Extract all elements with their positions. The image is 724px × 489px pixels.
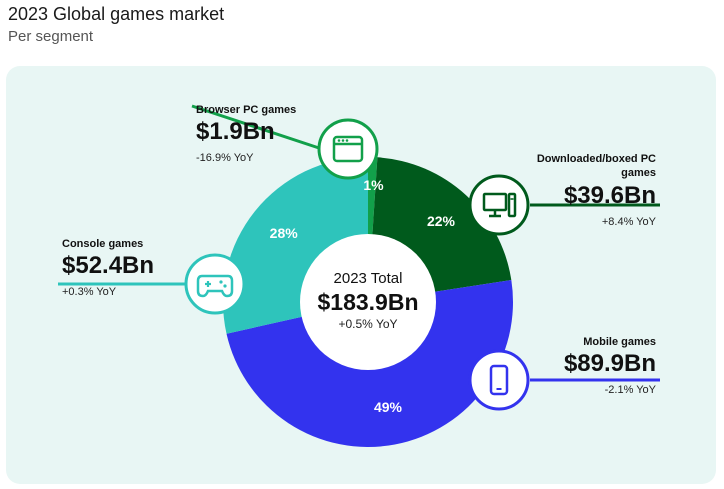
percent-labels: 1% 22% 49% 28% <box>270 177 456 415</box>
mobile-yoy: -2.1% YoY <box>604 384 656 396</box>
center-total-title: 2023 Total <box>333 270 403 287</box>
browser-connector-line <box>191 104 323 151</box>
browser-yoy: -16.9% YoY <box>196 152 254 164</box>
center-total: 2023 Total $183.9Bn +0.5% YoY <box>298 270 438 331</box>
chart-title: 2023 Global games market <box>8 4 225 24</box>
mobile-label: Mobile games $89.9Bn -2.1% YoY <box>530 336 656 396</box>
downloaded-yoy: +8.4% YoY <box>601 216 656 228</box>
console-yoy: +0.3% YoY <box>62 286 117 298</box>
console-value: $52.4Bn <box>62 252 155 279</box>
donut-hole <box>300 234 436 370</box>
browser-name: Browser PC games <box>196 104 297 116</box>
smartphone-icon <box>468 349 530 411</box>
mobile-name: Mobile games <box>583 336 656 348</box>
console-name: Console games <box>62 238 144 250</box>
mobile-percent-label: 49% <box>374 399 403 415</box>
center-total-yoy: +0.5% YoY <box>338 317 398 331</box>
downloaded-value: $39.6Bn <box>563 182 656 209</box>
downloaded-name: Downloaded/boxed PC games <box>536 153 656 179</box>
downloaded-percent-label: 22% <box>427 213 456 229</box>
browser-value: $1.9Bn <box>196 118 275 145</box>
gamepad-icon <box>184 253 246 315</box>
center-total-value: $183.9Bn <box>317 289 419 315</box>
downloaded-label: Downloaded/boxed PC games $39.6Bn +8.4% … <box>530 152 656 228</box>
desktop-computer-icon <box>468 174 530 236</box>
console-label: Console games $52.4Bn +0.3% YoY <box>62 238 154 298</box>
browser-window-icon <box>317 118 379 180</box>
browser-label: Browser PC games $1.9Bn -16.9% YoY <box>196 104 296 164</box>
chart-subtitle: Per segment <box>8 28 94 45</box>
mobile-value: $89.9Bn <box>563 350 656 377</box>
console-percent-label: 28% <box>270 225 299 241</box>
browser-percent-label: 1% <box>363 177 384 193</box>
